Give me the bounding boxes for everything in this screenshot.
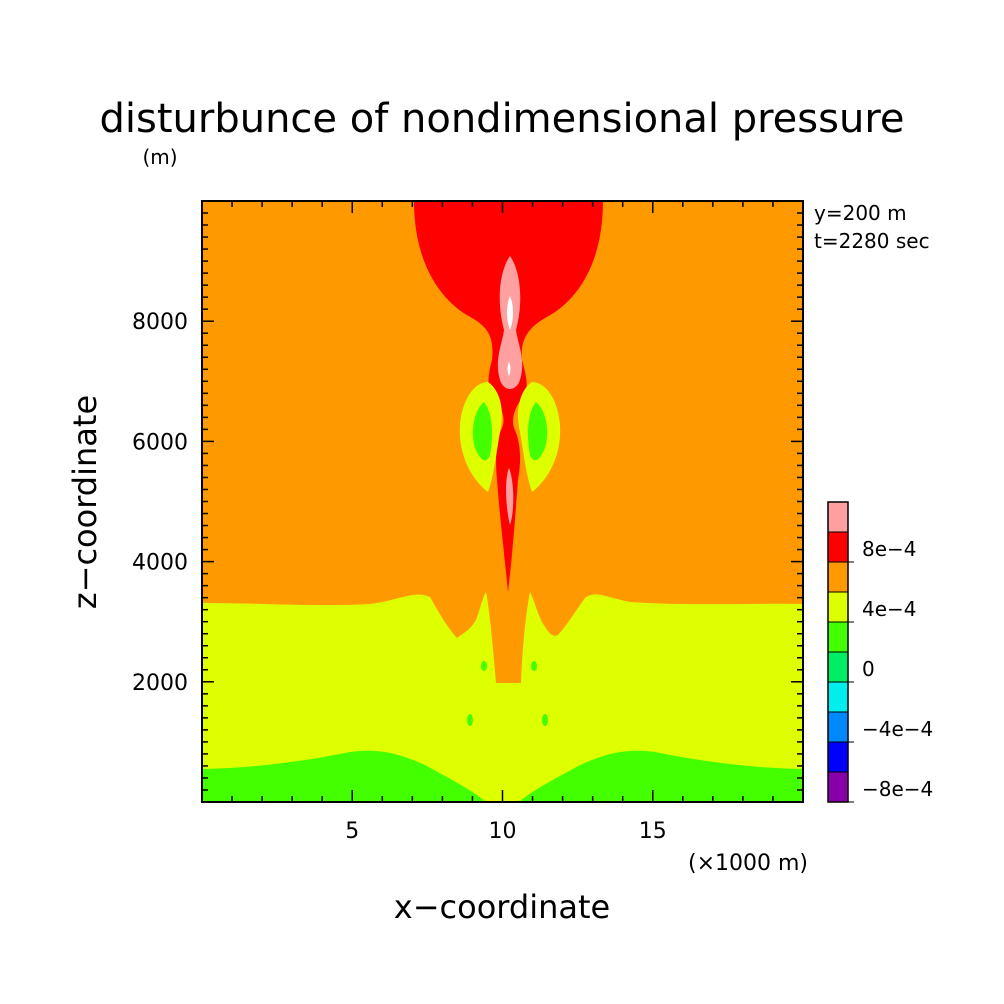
y-tick-label: 2000: [132, 671, 188, 696]
colorbar-swatch: [827, 741, 849, 773]
x-axis-ticks: [231, 201, 774, 802]
colorbar-swatch: [827, 771, 849, 803]
y-axis-label: z−coordinate: [66, 395, 104, 609]
colorbar-swatch: [827, 531, 849, 563]
colorbar-label: 0: [862, 657, 875, 681]
side-lobe-core-right: [528, 402, 548, 461]
lower-layer-region: [202, 592, 803, 802]
colorbar-swatch: [827, 591, 849, 623]
y-unit-label: (m): [142, 145, 177, 169]
plume-core-white-2: [507, 362, 511, 376]
colorbar-swatch: [827, 651, 849, 683]
x-tick-label: 15: [639, 819, 667, 844]
plume-core-white: [507, 296, 513, 330]
colorbar-frame: [827, 501, 849, 803]
side-lobe-core-left: [472, 402, 492, 461]
colorbar-swatch: [827, 711, 849, 743]
colorbar-swatch: [827, 621, 849, 653]
colorbar-label: 4e−4: [862, 597, 917, 621]
colorbar-label: −4e−4: [862, 717, 933, 741]
colorbar-swatch: [827, 501, 849, 533]
surface-layer-region: [202, 750, 486, 802]
annotation-time: t=2280 sec: [814, 229, 930, 253]
colorbar-swatch: [827, 681, 849, 713]
chart-title: disturbunce of nondimensional pressure: [100, 96, 905, 142]
plot-area: [201, 200, 804, 803]
upper-plume-region: [414, 201, 603, 592]
x-tick-label: 5: [345, 819, 359, 844]
surface-layer-region-right: [519, 750, 803, 802]
y-tick-label: 6000: [132, 430, 188, 455]
x-unit-label: (×1000 m): [688, 851, 808, 876]
colorbar: 8e−4 4e−4 0 −4e−4 −8e−4: [827, 501, 933, 803]
plume-core-lower: [506, 468, 514, 525]
spot: [481, 661, 487, 671]
annotation-y-position: y=200 m: [814, 201, 907, 225]
x-axis-label: x−coordinate: [394, 888, 610, 926]
spot: [467, 714, 473, 726]
y-tick-label: 4000: [132, 551, 188, 576]
spot: [542, 714, 548, 726]
colorbar-label: −8e−4: [862, 777, 933, 801]
y-axis-tick-labels: 2000 4000 6000 8000: [132, 310, 188, 696]
colorbar-swatch: [827, 561, 849, 593]
spot: [531, 661, 537, 671]
y-tick-label: 8000: [132, 310, 188, 335]
x-axis-tick-labels: 5 10 15: [345, 819, 667, 844]
colorbar-label: 8e−4: [862, 537, 917, 561]
x-tick-label: 10: [489, 819, 517, 844]
y-axis-ticks: [202, 212, 803, 791]
